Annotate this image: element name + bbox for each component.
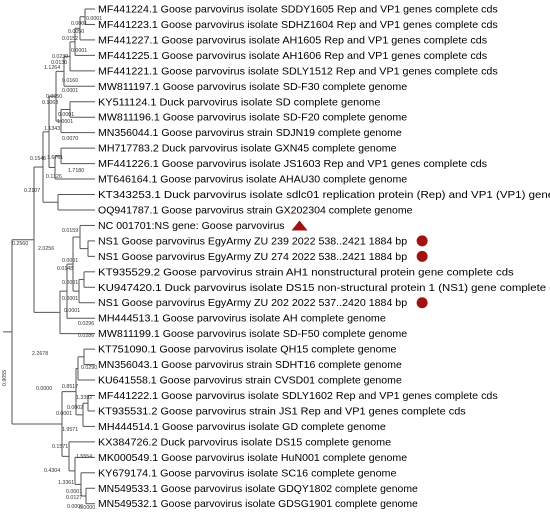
tip-label: MN549532.1 Goose parvovirus isolate GDSG… bbox=[98, 499, 418, 510]
branch-length-label: 2.2678 bbox=[32, 351, 48, 357]
tip-label: NC 001701:NS gene: Goose parvovirus bbox=[98, 221, 285, 232]
tip-label: KX384726.2 Duck parvovirus isolate DS15 … bbox=[98, 437, 391, 448]
branch-length-label: 0.0130 bbox=[51, 60, 67, 66]
tip-label: MF441221.1 Goose parvovirus isolate SDLY… bbox=[98, 66, 498, 77]
reference-triangle-marker bbox=[291, 220, 308, 231]
tip-label: MW811197.1 Goose parvovirus isolate SD-F… bbox=[98, 82, 407, 93]
sample-circle-marker bbox=[416, 297, 428, 309]
branch-length-label: 0.0148 bbox=[57, 266, 73, 272]
branch-length-label: 0.1063 bbox=[42, 100, 58, 106]
tip-label: MN356044.1 Goose parvovirus strain SDJN1… bbox=[98, 128, 402, 139]
branch-length-label: 0.2560 bbox=[12, 241, 28, 247]
branch-length-label: 1.9571 bbox=[62, 427, 78, 433]
branch-length-label: 0.0001 bbox=[62, 296, 78, 302]
branch-length-labels: 0.00010.00010.00500.01520.00010.02300.01… bbox=[2, 16, 102, 511]
branch-length-label: 0.0001 bbox=[66, 489, 82, 495]
branch-length-label: 0.0230 bbox=[52, 54, 68, 60]
tip-label: NS1 Goose parvovirus EgyArmy ZU 239 2022… bbox=[98, 236, 407, 247]
branch-length-label: 0.0001 bbox=[62, 280, 78, 286]
tree-branches bbox=[3, 8, 95, 505]
tip-label: MN356043.1 Goose parvovirus strain SDHT1… bbox=[98, 360, 402, 371]
tip-label: OQ941787.1 Goose parvovirus strain GX202… bbox=[98, 205, 413, 216]
branch-length-label: 0.0050 bbox=[68, 29, 84, 35]
tip-label: MK000549.1 Goose parvovirus isolate HuN0… bbox=[98, 453, 407, 464]
branch-length-label: 0.0001 bbox=[71, 21, 87, 27]
branch-length-label: 0.0159 bbox=[62, 228, 78, 234]
branch-length-label: 1.1264 bbox=[44, 65, 60, 71]
tip-label: MW811196.1 Goose parvovirus isolate SD-F… bbox=[98, 113, 407, 124]
tree-tips: MF441224.1 Goose parvovirus isolate SDDY… bbox=[98, 5, 550, 511]
tip-label: KU947420.1 Duck parvovirus isolate DS15 … bbox=[98, 283, 550, 294]
branch-length-label: 0.0001 bbox=[86, 16, 102, 22]
branch-length-label: 0.0001 bbox=[58, 112, 74, 118]
tip-label: KT751090.1 Goose parvovirus isolate QH15… bbox=[98, 345, 397, 356]
tip-label: MH444513.1 Goose parvovirus isolate AH c… bbox=[98, 314, 386, 325]
branch-length-label: 1.7180 bbox=[68, 168, 84, 174]
branch-length-label: 1.1343 bbox=[44, 126, 60, 132]
tip-label: MT646164.1 Goose parvovirus isolate AHAU… bbox=[98, 175, 407, 186]
branch-length-label: 2.0256 bbox=[38, 246, 54, 252]
tip-label: MH444514.1 Goose parvovirus isolate GD c… bbox=[98, 422, 386, 433]
tip-label: KT935529.2 Goose parvovirus strain AH1 n… bbox=[98, 267, 514, 278]
branch-length-label: 0.0286 bbox=[78, 333, 94, 339]
branch-length-label: 0.0001 bbox=[62, 258, 78, 264]
branch-length-label: 0.1546 bbox=[30, 156, 46, 162]
branch-length-label: 0.0001 bbox=[64, 308, 80, 314]
sample-circle-marker bbox=[416, 235, 428, 247]
tip-label: MW811199.1 Goose parvovirus isolate SD-F… bbox=[98, 329, 407, 340]
tip-label: MF441223.1 Goose parvovirus isolate SDHZ… bbox=[98, 20, 498, 31]
branch-length-label: 0.0160 bbox=[62, 78, 78, 84]
tip-label: MF441227.1 Goose parvovirus isolate AH16… bbox=[98, 35, 487, 46]
branch-length-label: 0.1571 bbox=[52, 444, 68, 450]
branch-length-label: 0.0152 bbox=[62, 36, 78, 42]
tip-label: KT343253.1 Duck parvovirus isolate sdlc0… bbox=[98, 190, 550, 201]
tip-label: KU641558.1 Goose parvovirus strain CVSD0… bbox=[98, 376, 402, 387]
tip-label: KY511124.1 Duck parvovirus isolate SD co… bbox=[98, 97, 381, 108]
branch-length-label: 0.0001 bbox=[71, 48, 87, 54]
tip-label: MF441225.1 Goose parvovirus isolate AH16… bbox=[98, 51, 487, 62]
branch-length-label: 0.9055 bbox=[2, 370, 8, 386]
sample-circle-marker bbox=[416, 250, 428, 262]
tip-label: KY679174.1 Goose parvovirus isolate SC16… bbox=[98, 468, 397, 479]
branch-length-label: 0.8517 bbox=[62, 384, 78, 390]
tip-label: MF441226.1 Goose parvovirus isolate JS16… bbox=[98, 159, 487, 170]
branch-length-label: 0.0000 bbox=[67, 504, 83, 510]
tip-label: NS1 Goose parvovirus EgyArmy ZU 274 2022… bbox=[98, 252, 407, 263]
branch-length-label: 0.0290 bbox=[81, 365, 97, 371]
branch-length-label: 0.0001 bbox=[62, 88, 78, 94]
tip-label: MF441222.1 Goose parvovirus isolate SDLY… bbox=[98, 391, 498, 402]
branch-length-label: 0.0000 bbox=[79, 505, 95, 511]
branch-length-label: 0.0001 bbox=[56, 411, 72, 417]
branch-length-label: 0.0070 bbox=[62, 136, 78, 142]
branch-length-label: 1.0001 bbox=[57, 119, 73, 125]
branch-length-label: 1.6761 bbox=[47, 155, 63, 161]
branch-length-label: 1.5554 bbox=[76, 454, 92, 460]
tip-label: KT935531.2 Goose parvovirus strain JS1 R… bbox=[98, 406, 466, 417]
branch-length-label: 0.4304 bbox=[44, 468, 60, 474]
branch-length-label: 0.0127 bbox=[66, 495, 82, 501]
branch-length-label: 0.0050 bbox=[46, 94, 62, 100]
branch-length-label: 0.0002 bbox=[67, 405, 83, 411]
tip-label: NS1 Goose parvovirus EgyArmy ZU 202 2022… bbox=[98, 298, 407, 309]
branch-length-label: 0.1126 bbox=[46, 174, 62, 180]
tip-label: MF441224.1 Goose parvovirus isolate SDDY… bbox=[98, 5, 498, 16]
tip-label: MH717783.2 Duck parvovirus isolate GXN45… bbox=[98, 144, 397, 155]
tip-label: MN549533.1 Goose parvovirus isolate GDQY… bbox=[98, 484, 418, 495]
branch-length-label: 0.2107 bbox=[24, 188, 40, 194]
branch-length-label: 0.0296 bbox=[78, 321, 94, 327]
branch-length-label: 1.3392 bbox=[76, 395, 92, 401]
branch-length-label: 0.0000 bbox=[36, 386, 52, 392]
branch-length-label: 1.3361 bbox=[58, 480, 74, 486]
